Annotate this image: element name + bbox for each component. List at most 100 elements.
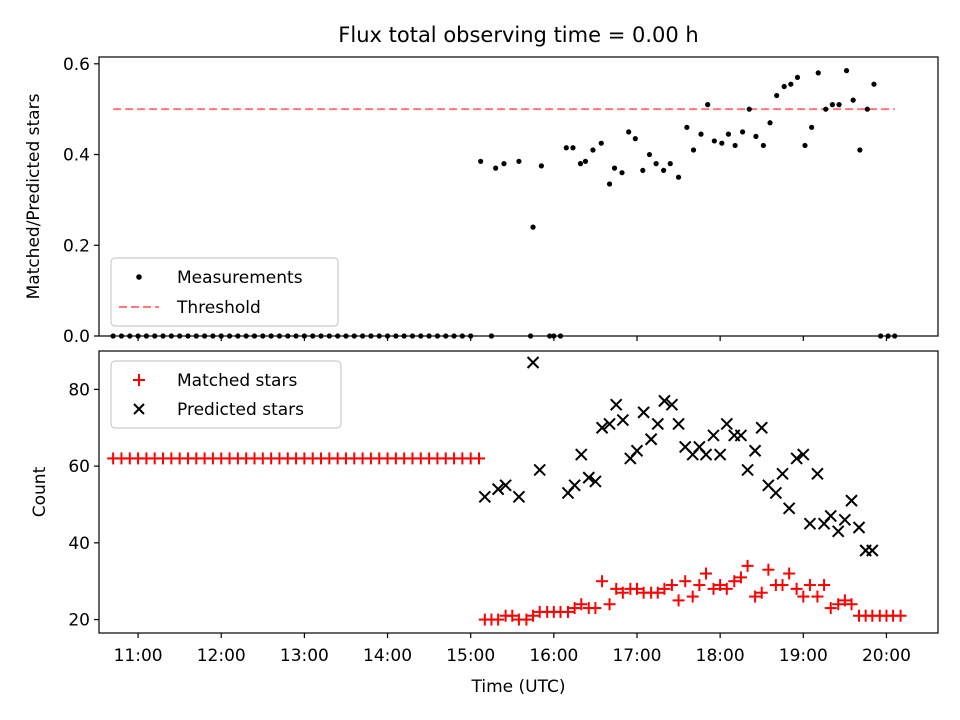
predicted-star-point bbox=[630, 444, 644, 457]
predicted-star-point bbox=[832, 525, 845, 538]
matched-star-point bbox=[603, 598, 616, 611]
matched-star-point bbox=[894, 609, 907, 622]
predicted-star-point bbox=[478, 490, 492, 504]
matched-star-point bbox=[686, 590, 699, 603]
top-legend-box bbox=[110, 257, 339, 327]
measurement-point bbox=[719, 140, 725, 146]
predicted-star-point bbox=[499, 479, 512, 492]
measurement-point bbox=[606, 181, 613, 187]
matched-star-point bbox=[728, 575, 741, 588]
measurement-point bbox=[698, 131, 704, 137]
measurement-point bbox=[626, 129, 632, 135]
predicted-star-point bbox=[651, 417, 664, 431]
measurement-point bbox=[661, 167, 667, 174]
predicted-star-point bbox=[637, 406, 650, 419]
measurement-point bbox=[563, 145, 569, 151]
measurement-point bbox=[781, 83, 787, 90]
matched-star-point bbox=[797, 590, 810, 603]
predicted-star-point bbox=[616, 413, 630, 427]
top-y-ticks: 0.0 0.2 0.4 0.6 bbox=[63, 55, 99, 347]
predicted-star-point bbox=[776, 467, 789, 480]
measurement-point bbox=[732, 142, 738, 149]
x-tick-label: 19:00 bbox=[779, 646, 828, 666]
measurement-point bbox=[836, 102, 842, 108]
matched-star-point bbox=[630, 582, 643, 595]
predicted-star-point bbox=[852, 521, 866, 534]
matched-star-point bbox=[610, 582, 623, 595]
matched-star-point bbox=[492, 613, 505, 626]
x-tick-label: 13:00 bbox=[280, 646, 329, 666]
predicted-star-point bbox=[568, 479, 581, 492]
bottom-plot-marks bbox=[107, 356, 907, 626]
matched-star-point bbox=[811, 590, 824, 603]
matched-star-point bbox=[679, 575, 692, 588]
measurement-point bbox=[640, 167, 646, 174]
matched-star-point bbox=[672, 594, 685, 607]
measurement-point bbox=[767, 120, 773, 126]
measurement-point bbox=[690, 147, 697, 153]
matched-star-point bbox=[720, 582, 733, 595]
top-y-tick-label: 0.4 bbox=[63, 146, 90, 166]
x-tick-label: 15:00 bbox=[446, 646, 495, 666]
matched-star-point bbox=[651, 586, 664, 599]
matched-star-point bbox=[568, 602, 581, 615]
predicted-star-point bbox=[582, 471, 595, 484]
measurement-point bbox=[760, 142, 766, 149]
measurement-point bbox=[611, 165, 618, 171]
bottom-legend-box bbox=[110, 360, 342, 429]
measurement-point bbox=[871, 81, 877, 87]
bottom-y-axis-label: Count bbox=[30, 466, 50, 517]
bottom-y-tick-label: 20 bbox=[68, 611, 90, 631]
matched-star-point bbox=[575, 598, 588, 611]
measurement-point bbox=[705, 102, 711, 108]
bottom-y-ticks: 20 40 60 80 bbox=[68, 380, 99, 631]
x-tick-label: 12:00 bbox=[197, 646, 246, 666]
matched-star-point bbox=[700, 567, 713, 580]
measurement-point bbox=[823, 106, 829, 112]
matched-star-point bbox=[561, 605, 574, 618]
measurement-point bbox=[815, 70, 821, 76]
measurement-point bbox=[598, 140, 604, 146]
x-tick-label: 20:00 bbox=[862, 646, 911, 666]
predicted-star-point bbox=[741, 463, 754, 477]
measurement-point bbox=[850, 97, 856, 103]
matched-star-point bbox=[734, 571, 747, 584]
bottom-x-ticks: 11:00 12:00 13:00 14:00 15:00 16:00 17:00 18:00… bbox=[114, 633, 911, 666]
matched-star-point bbox=[506, 609, 519, 622]
matched-star-point bbox=[707, 582, 720, 595]
measurement-point bbox=[619, 170, 625, 176]
legend-matched-marker bbox=[133, 374, 145, 386]
measurement-point bbox=[577, 161, 584, 167]
legend-measurements-label: Measurements bbox=[177, 268, 303, 288]
legend-matched-label: Matched stars bbox=[177, 371, 297, 391]
matched-star-point bbox=[776, 579, 789, 592]
top-plot-marks bbox=[110, 68, 898, 339]
predicted-star-point bbox=[734, 429, 748, 442]
legend-measurements-marker bbox=[136, 274, 142, 280]
bottom-y-tick-label: 60 bbox=[68, 457, 90, 477]
matched-star-point bbox=[824, 602, 837, 615]
measurement-point bbox=[843, 68, 850, 74]
matched-star-point bbox=[838, 594, 851, 607]
x-tick-label: 18:00 bbox=[696, 646, 745, 666]
predicted-star-point bbox=[644, 433, 658, 446]
predicted-star-point bbox=[713, 448, 727, 461]
x-tick-label: 14:00 bbox=[363, 646, 412, 666]
predicted-star-point bbox=[790, 452, 803, 465]
top-y-tick-label: 0.6 bbox=[63, 55, 90, 75]
measurement-point bbox=[632, 136, 638, 142]
bottom-y-tick-label: 40 bbox=[68, 534, 90, 554]
measurement-point bbox=[774, 92, 780, 99]
matched-star-point bbox=[783, 567, 796, 580]
measurement-point bbox=[667, 161, 673, 167]
predicted-star-point bbox=[665, 398, 679, 411]
measurement-point bbox=[653, 161, 659, 167]
chart-title: Flux total observing time = 0.00 h bbox=[338, 23, 698, 47]
predicted-star-point bbox=[609, 398, 623, 411]
measurement-point bbox=[788, 81, 794, 87]
matched-star-point bbox=[790, 582, 803, 595]
matched-star-point bbox=[596, 575, 609, 588]
measurement-point bbox=[802, 142, 808, 149]
measurement-point bbox=[753, 133, 759, 139]
